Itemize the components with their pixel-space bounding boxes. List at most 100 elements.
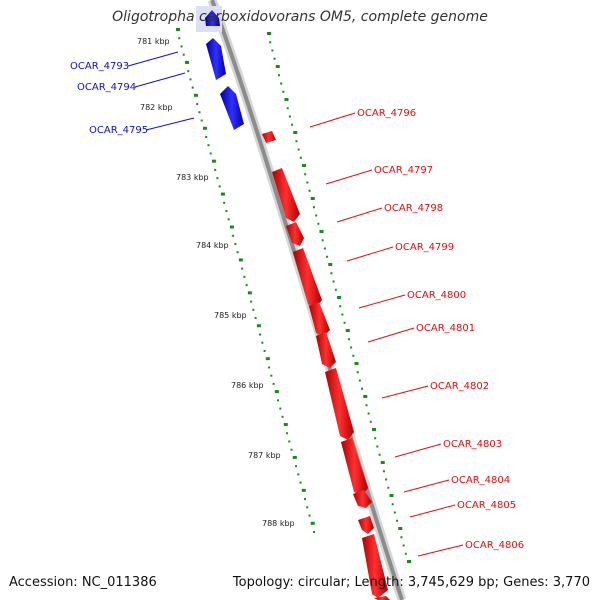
tick-minor [243, 275, 246, 278]
gene-label-reverse[interactable]: OCAR_4795 [89, 125, 148, 136]
gene-block-forward[interactable] [316, 332, 336, 368]
tick-minor [263, 349, 266, 352]
tick-minor [198, 111, 201, 114]
gene-block-forward[interactable] [309, 302, 330, 336]
tick-major [211, 159, 216, 163]
gene-label-forward[interactable]: OCAR_4804 [451, 475, 510, 486]
gene-label-forward[interactable]: OCAR_4797 [374, 165, 433, 176]
tick-minor [268, 366, 271, 369]
tick-minor [286, 432, 289, 435]
tick-major [202, 126, 207, 130]
tick-major [345, 329, 350, 332]
gene-block-forward[interactable] [286, 222, 304, 246]
tick-minor [272, 382, 275, 385]
tick-major [238, 258, 243, 262]
tick-minor [312, 206, 315, 209]
tick-minor [254, 317, 257, 320]
tick-major [354, 362, 359, 365]
tick-minor [367, 412, 370, 415]
tick-minor [334, 288, 337, 291]
tick-major [283, 423, 288, 427]
tick-minor [339, 305, 342, 308]
tick-minor [297, 473, 300, 476]
gene-label-forward[interactable]: OCAR_4806 [465, 540, 524, 551]
tick-minor [299, 156, 302, 159]
tick-label: 782 kbp [140, 103, 173, 112]
label-leader [381, 385, 429, 399]
tick-minor [352, 354, 355, 357]
tick-minor [191, 86, 194, 89]
tick-minor [214, 168, 217, 171]
gene-label-forward[interactable]: OCAR_4805 [457, 500, 516, 511]
tick-major [176, 28, 180, 31]
label-leader [394, 443, 442, 458]
gene-block-reverse[interactable] [206, 38, 226, 80]
tick-minor [290, 448, 293, 451]
tick-minor [180, 45, 183, 48]
gene-block-forward[interactable] [293, 248, 322, 308]
tick-minor [227, 218, 230, 221]
gene-block-forward[interactable] [362, 534, 388, 598]
tick-minor [282, 90, 285, 93]
tick-minor [288, 440, 291, 443]
gene-label-reverse[interactable]: OCAR_4794 [77, 82, 136, 93]
tick-minor [271, 49, 274, 52]
gene-label-forward[interactable]: OCAR_4801 [416, 323, 475, 334]
tick-minor [295, 465, 298, 468]
tick-minor [288, 115, 291, 118]
tick-minor [341, 313, 344, 316]
tick-major [220, 192, 225, 196]
tick-minor [402, 544, 405, 547]
label-leader [358, 294, 406, 309]
gene-label-forward[interactable]: OCAR_4803 [443, 439, 502, 450]
tick-minor [279, 407, 282, 410]
tick-minor [385, 478, 388, 481]
tick-minor [308, 514, 311, 517]
gene-label-reverse[interactable]: OCAR_4793 [70, 61, 129, 72]
gene-label-forward[interactable]: OCAR_4802 [430, 381, 489, 392]
tick-minor [317, 222, 320, 225]
gene-block-forward[interactable] [325, 368, 354, 440]
gene-block-forward[interactable] [262, 131, 276, 143]
gene-block-forward[interactable] [272, 168, 300, 222]
gene-block-forward[interactable] [341, 438, 368, 496]
gene-block-reverse[interactable] [205, 10, 220, 26]
tick-minor [273, 57, 276, 60]
tick-minor [304, 498, 307, 501]
tick-label: 783 kbp [176, 173, 209, 182]
gene-label-forward[interactable]: OCAR_4799 [395, 242, 454, 253]
gene-label-forward[interactable]: OCAR_4800 [407, 290, 466, 301]
tick-minor [321, 239, 324, 242]
gene-label-forward[interactable]: OCAR_4798 [384, 203, 443, 214]
tick-minor [232, 234, 235, 237]
tick-minor [252, 308, 255, 311]
tick-minor [313, 531, 315, 533]
gene-labels: OCAR_4793 OCAR_4794 OCAR_4795 OCAR_4796 OCAR… [70, 51, 524, 557]
tick-minor [241, 267, 244, 270]
gene-block-forward[interactable] [374, 596, 390, 600]
tick-minor [236, 251, 239, 254]
tick-major [229, 225, 234, 229]
tick-major [293, 131, 298, 134]
tick-major [398, 527, 403, 530]
inner-tick-track [176, 28, 315, 533]
tick-minor [350, 346, 353, 349]
tick-major [274, 390, 279, 394]
gene-block-forward[interactable] [358, 516, 374, 534]
tick-major [193, 93, 198, 97]
tick-major [256, 324, 261, 328]
gene-block-reverse[interactable] [220, 86, 244, 130]
tick-label: 786 kbp [231, 381, 264, 390]
tick-minor [369, 420, 372, 423]
tick-minor [396, 519, 399, 522]
tick-minor [376, 445, 379, 448]
tick-minor [187, 70, 190, 73]
tick-minor [225, 210, 228, 213]
label-leader [325, 169, 373, 185]
tick-minor [306, 181, 309, 184]
tick-minor [234, 242, 237, 245]
gene-label-forward[interactable]: OCAR_4796 [357, 108, 416, 119]
tick-major [284, 98, 289, 101]
gene-block-forward[interactable] [353, 490, 372, 508]
